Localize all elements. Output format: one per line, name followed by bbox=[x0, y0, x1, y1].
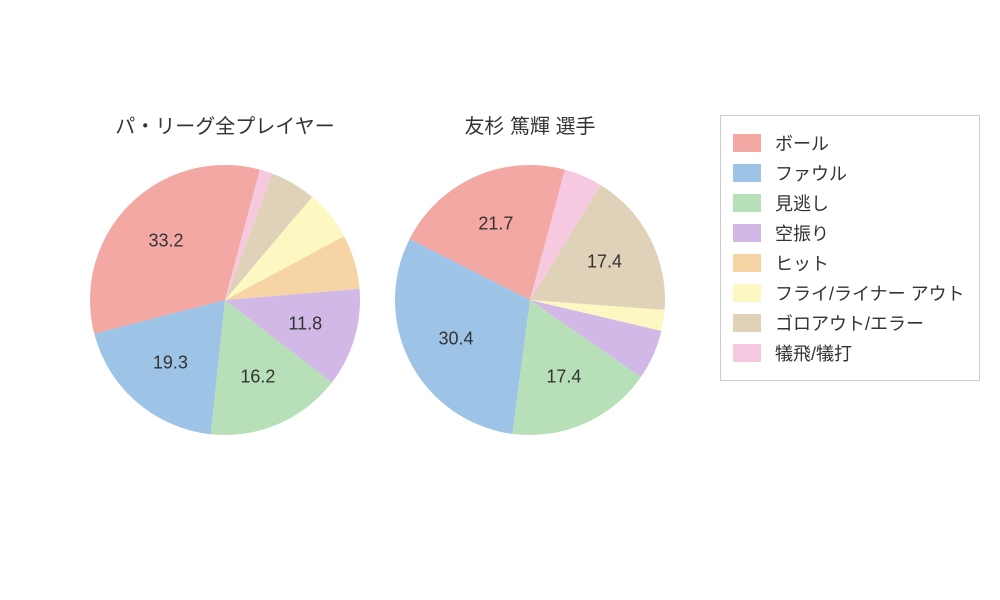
legend-swatch bbox=[733, 254, 761, 272]
legend-label: 見逃し bbox=[775, 190, 829, 216]
pie-slice-label: 17.4 bbox=[546, 366, 581, 387]
pie-title: パ・リーグ全プレイヤー bbox=[115, 110, 334, 139]
legend-swatch bbox=[733, 284, 761, 302]
pie-slice-label: 16.2 bbox=[240, 366, 275, 387]
legend-label: 空振り bbox=[775, 220, 829, 246]
legend-item: ボール bbox=[733, 130, 965, 156]
legend-item: ファウル bbox=[733, 160, 965, 186]
legend-item: 見逃し bbox=[733, 190, 965, 216]
legend: ボールファウル見逃し空振りヒットフライ/ライナー アウトゴロアウト/エラー犠飛/… bbox=[720, 115, 980, 381]
legend-item: 空振り bbox=[733, 220, 965, 246]
legend-item: 犠飛/犠打 bbox=[733, 340, 965, 366]
pie-comparison-chart: パ・リーグ全プレイヤー 33.2 19.3 16.2 11.8 友杉 篤輝 選手 21.7 3… bbox=[0, 0, 1000, 600]
pie-slice-label: 17.4 bbox=[587, 251, 622, 272]
legend-swatch bbox=[733, 194, 761, 212]
legend-label: 犠飛/犠打 bbox=[775, 340, 852, 366]
legend-label: ゴロアウト/エラー bbox=[775, 310, 924, 336]
legend-item: ヒット bbox=[733, 250, 965, 276]
pie-chart bbox=[393, 163, 667, 437]
legend-swatch bbox=[733, 344, 761, 362]
pie-slice-label: 19.3 bbox=[153, 353, 188, 374]
legend-swatch bbox=[733, 164, 761, 182]
legend-label: ヒット bbox=[775, 250, 829, 276]
legend-label: ボール bbox=[775, 130, 829, 156]
pie-slice-label: 21.7 bbox=[478, 213, 513, 234]
legend-swatch bbox=[733, 224, 761, 242]
legend-label: フライ/ライナー アウト bbox=[775, 280, 965, 306]
pie-slice-label: 11.8 bbox=[288, 313, 322, 334]
pie-chart bbox=[88, 163, 362, 437]
legend-item: フライ/ライナー アウト bbox=[733, 280, 965, 306]
pie-slice-label: 33.2 bbox=[149, 230, 184, 251]
pie-title: 友杉 篤輝 選手 bbox=[464, 110, 595, 139]
pie-slice-label: 30.4 bbox=[438, 329, 473, 350]
legend-item: ゴロアウト/エラー bbox=[733, 310, 965, 336]
legend-label: ファウル bbox=[775, 160, 847, 186]
legend-swatch bbox=[733, 314, 761, 332]
legend-swatch bbox=[733, 134, 761, 152]
